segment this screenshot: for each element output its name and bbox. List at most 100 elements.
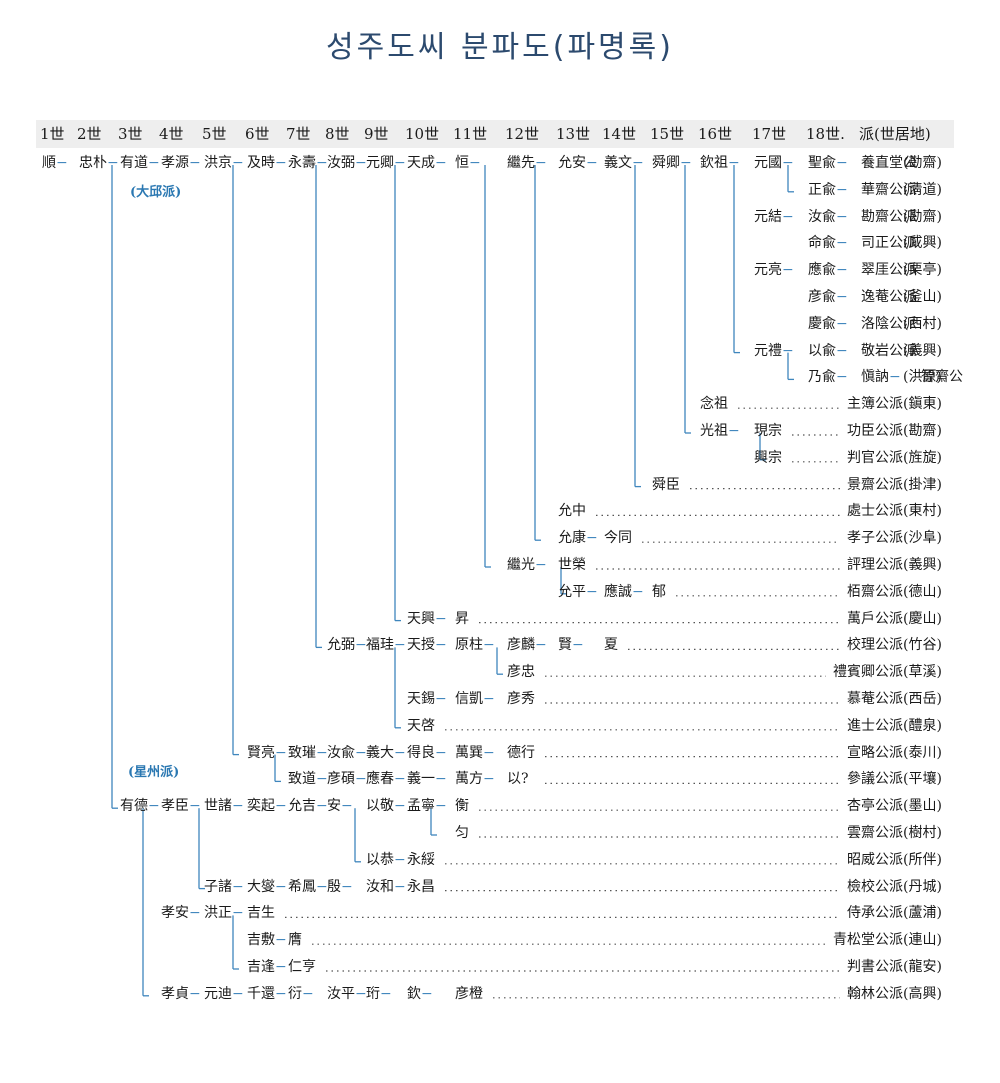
person-node: 念祖: [700, 396, 728, 413]
person-node: 得良: [407, 743, 447, 763]
branch-label: (星州派): [128, 765, 180, 781]
residence-label: (鎭東): [903, 396, 942, 413]
person-node: 義大: [366, 743, 406, 763]
person-node: 郁: [652, 583, 666, 600]
person-node: 彦麟: [507, 635, 547, 655]
person-node: 順: [42, 153, 68, 173]
residence-label: (草溪): [903, 664, 942, 681]
person-node: 萬巽: [455, 743, 495, 763]
person-node: 致璀: [288, 743, 328, 763]
residence-label: (西岳): [903, 691, 942, 707]
residence-label: (咸興): [903, 235, 942, 252]
person-node: 信凱: [455, 689, 495, 709]
person-node: 致道: [288, 769, 328, 789]
gen-header-15: 15世: [650, 125, 685, 143]
person-node: 以?: [507, 771, 529, 788]
person-node: 華齋公派: [861, 181, 917, 198]
person-node: 孝臣: [161, 796, 201, 816]
person-node: 永昌: [407, 878, 435, 895]
person-node: 翠厓公派: [861, 262, 917, 279]
person-node: 孝安: [161, 903, 201, 923]
person-node: 殷: [327, 877, 353, 897]
person-node: 汝和: [366, 877, 406, 897]
person-node: 及時: [247, 153, 287, 173]
lineage-name: 昭威公派: [847, 851, 903, 868]
lineage-name: 栢齋公派: [847, 583, 903, 600]
residence-label: (慶山): [903, 610, 942, 627]
lineage-name: 參議公派: [847, 771, 903, 788]
lineage-name: 雲齋公派: [847, 825, 903, 841]
person-node: 元禮: [754, 341, 794, 361]
person-node: 養直堂公: [861, 155, 917, 171]
person-node: 允吉: [288, 796, 328, 816]
person-node: 汝兪: [808, 207, 848, 227]
person-node: 敬岩公派: [861, 342, 917, 359]
person-node: 正兪: [808, 180, 848, 200]
person-node: 汝弼: [327, 153, 367, 173]
person-node: 奕起: [247, 796, 287, 816]
person-node: 洛陰公派: [861, 315, 917, 332]
lineage-name: 處士公派: [847, 503, 903, 520]
lineage-name: 檢校公派: [847, 878, 903, 895]
residence-label: (掛津): [903, 476, 942, 493]
residence-label: (高興): [903, 985, 942, 1002]
person-node: 衍: [288, 984, 314, 1004]
lineage-name: 宣略公派: [847, 744, 903, 761]
person-node: 勘齋公派: [861, 208, 917, 225]
residence-label: (東村): [903, 503, 942, 520]
residence-label: (義興): [903, 557, 942, 573]
lineage-name: 青松堂公派: [833, 932, 903, 949]
residence-label: (德山): [903, 583, 942, 600]
person-node: 今同: [604, 530, 632, 547]
gen-header-18: 18世.: [806, 125, 845, 143]
person-node: 允中: [558, 503, 586, 520]
person-node: 昇: [455, 610, 469, 627]
person-node: 安: [327, 796, 353, 816]
residence-label: (義興): [903, 342, 942, 359]
person-node: 膺: [288, 932, 302, 949]
person-node: 允安: [558, 153, 598, 173]
person-node: 孝貞: [161, 984, 201, 1004]
residence-label: (龍安): [903, 959, 942, 975]
residence-label: (洪原): [903, 369, 942, 386]
person-node: 欽: [407, 984, 433, 1004]
gen-header-17: 17世: [752, 125, 787, 143]
person-node: 珩: [366, 984, 392, 1004]
person-node: 天成: [407, 153, 447, 173]
residence-label: (竹谷): [903, 637, 942, 654]
gen-header-19: 派(世居地): [859, 125, 931, 143]
person-node: 義一: [407, 769, 447, 789]
person-node: 衡: [455, 798, 469, 815]
gen-header-8: 8世: [325, 125, 350, 143]
person-node: 汝平: [327, 984, 367, 1004]
gen-header-6: 6世: [245, 125, 270, 143]
person-node: 洪京: [204, 153, 244, 173]
gen-header-10: 10世: [405, 125, 440, 143]
person-node: 光祖: [700, 421, 740, 441]
person-node: 命兪: [808, 233, 848, 253]
lineage-name: 侍承公派: [847, 905, 903, 922]
person-node: 以兪: [808, 341, 848, 361]
person-node: 永綏: [407, 851, 435, 868]
person-node: 天啓: [407, 717, 435, 734]
person-node: 智齋公: [921, 369, 963, 386]
person-node: 元迪: [204, 984, 244, 1004]
person-node: 大燮: [247, 877, 287, 897]
lineage-name: 判書公派: [847, 959, 903, 975]
lineage-name: 進士公派: [847, 717, 903, 734]
person-node: 千還: [247, 984, 287, 1004]
person-node: 允平: [558, 582, 598, 602]
person-node: 世榮: [558, 557, 586, 573]
lineage-name: 孝子公派: [847, 530, 903, 547]
person-node: 繼光: [507, 555, 547, 575]
residence-label: (樹村): [903, 825, 942, 841]
lineage-name: 景齋公派: [847, 476, 903, 493]
gen-header-14: 14世: [602, 125, 637, 143]
residence-label: (栗亭): [903, 262, 942, 279]
gen-header-11: 11世: [453, 125, 488, 143]
person-node: 賢: [558, 635, 584, 655]
person-node: 繼先: [507, 153, 547, 173]
person-node: 乃兪: [808, 367, 848, 387]
lineage-name: 功臣公派: [847, 423, 903, 439]
lineage-name: 翰林公派: [847, 985, 903, 1002]
